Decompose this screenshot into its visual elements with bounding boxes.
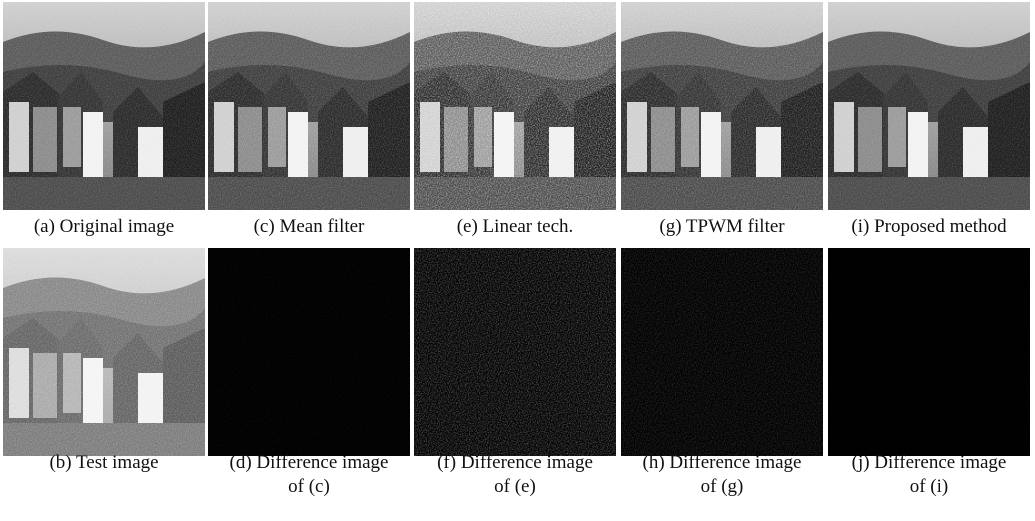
caption: (a) Original image <box>34 216 174 237</box>
noise <box>621 2 823 210</box>
panel: (g) TPWM filter <box>621 2 823 237</box>
panels: (a) Original image (c) Mean filter (e) Lin… <box>3 2 1030 497</box>
panel-image <box>208 2 410 210</box>
caption: of (c) <box>288 476 330 497</box>
caption: (i) Proposed method <box>851 216 1007 237</box>
caption: (c) Mean filter <box>254 216 365 237</box>
noise <box>208 2 410 210</box>
panel-image <box>621 248 823 456</box>
panel-image <box>414 2 616 210</box>
caption: (j) Difference image <box>852 452 1007 473</box>
noise <box>208 248 410 456</box>
panel: (b) Test image <box>3 248 205 473</box>
noise <box>3 248 205 456</box>
caption: of (g) <box>701 476 744 497</box>
figure: (a) Original image (c) Mean filter (e) Lin… <box>0 0 1035 516</box>
panel: (i) Proposed method <box>828 2 1030 237</box>
panel: (f) Difference image of (e) <box>414 248 616 497</box>
noise <box>3 2 205 210</box>
panel-image <box>3 2 205 210</box>
panel: (h) Difference image of (g) <box>621 248 823 497</box>
caption: (h) Difference image <box>643 452 802 473</box>
panel: (c) Mean filter <box>208 2 410 237</box>
caption: of (e) <box>494 476 536 497</box>
caption: (g) TPWM filter <box>659 216 785 237</box>
panel-image <box>3 248 205 456</box>
panel: (e) Linear tech. <box>414 2 616 237</box>
panel-image <box>208 248 410 456</box>
panel: (d) Difference image of (c) <box>208 248 410 497</box>
panel-image <box>828 248 1030 456</box>
caption: (f) Difference image <box>437 452 593 473</box>
panel: (a) Original image <box>3 2 205 237</box>
caption: of (i) <box>910 476 949 497</box>
panel-image <box>621 2 823 210</box>
noise <box>414 248 616 456</box>
noise <box>414 2 616 210</box>
noise <box>621 248 823 456</box>
panel-image <box>828 2 1030 210</box>
caption: (d) Difference image <box>230 452 389 473</box>
panel: (j) Difference image of (i) <box>828 248 1030 497</box>
caption: (b) Test image <box>49 452 158 473</box>
caption: (e) Linear tech. <box>457 216 574 237</box>
panel-image <box>414 248 616 456</box>
noise <box>828 248 1030 456</box>
noise <box>828 2 1030 210</box>
